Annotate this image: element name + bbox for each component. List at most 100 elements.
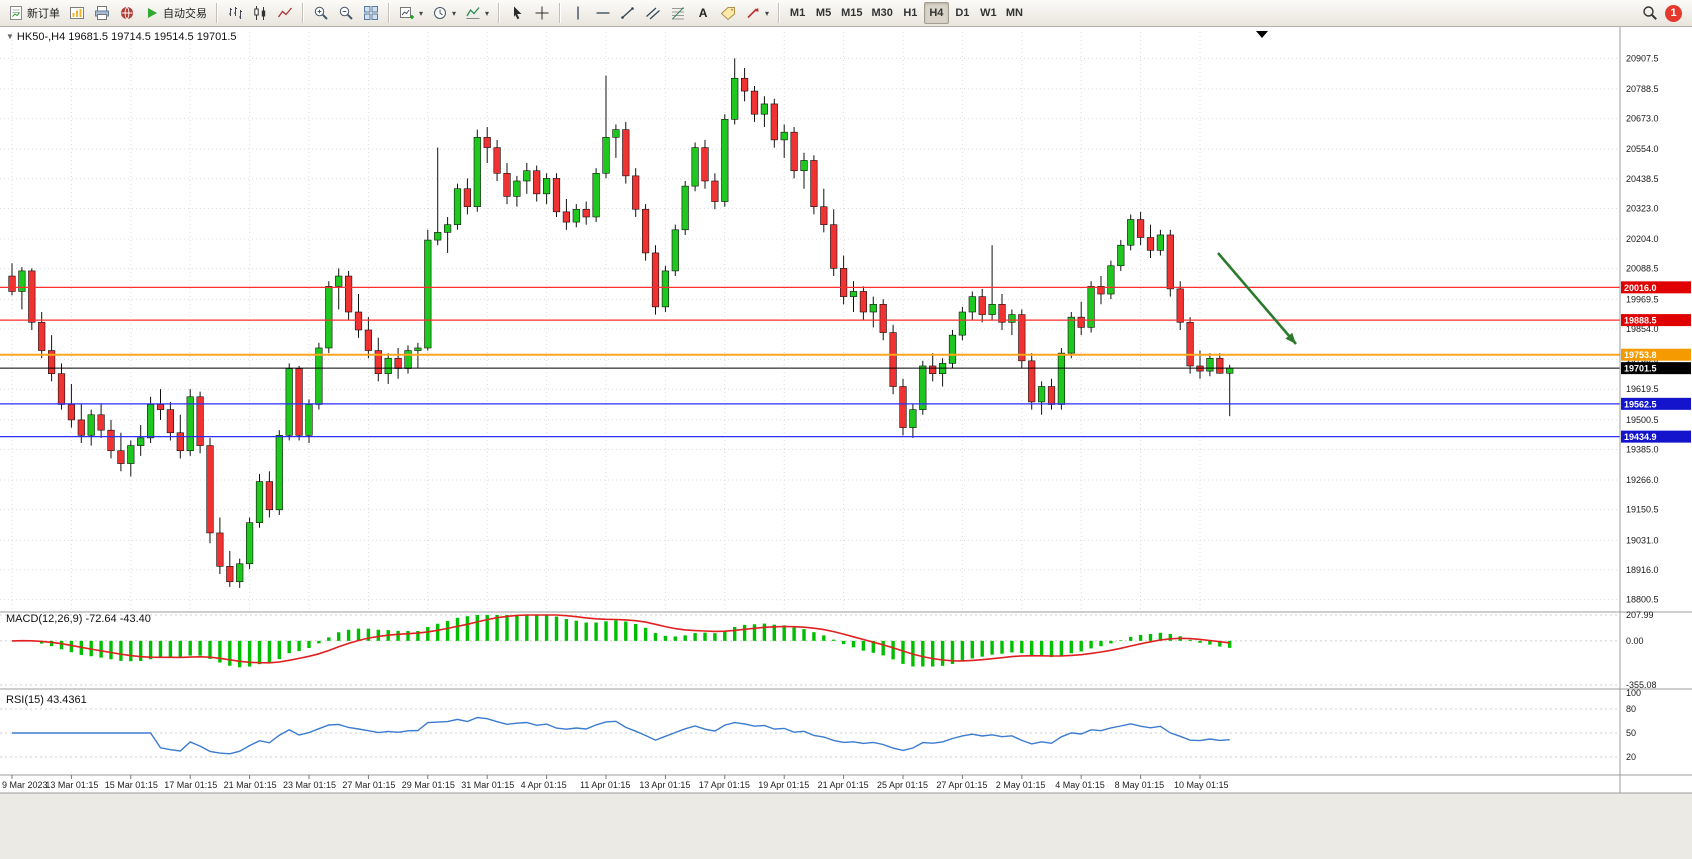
toolbar-separator	[216, 3, 218, 23]
price-tag-label: 19701.5	[1624, 364, 1657, 374]
bar-chart-type-icon	[229, 7, 242, 19]
new-chart-button[interactable]: ▾	[395, 2, 427, 24]
line-chart-type-button[interactable]	[273, 2, 297, 24]
window-bottom-area	[0, 793, 1692, 859]
macd-signal-line	[11, 614, 1230, 664]
toolbar-separator	[498, 3, 501, 23]
price-tag-19701.5	[1621, 362, 1691, 375]
tile-windows-button[interactable]	[359, 2, 383, 24]
toolbar-separator	[778, 3, 781, 23]
price-axis-label: 20788.5	[1626, 84, 1659, 94]
search-icon	[1643, 6, 1657, 20]
price-axis-label: 19619.5	[1626, 384, 1659, 394]
timeframe-m1-button[interactable]: M1	[785, 2, 810, 24]
price-axis-label: 20323.0	[1626, 203, 1659, 213]
price-tag-label: 19562.5	[1624, 399, 1657, 409]
price-axis-label: 20907.5	[1626, 53, 1659, 63]
zoom-in-icon	[314, 6, 328, 20]
time-axis-label: 19 Apr 01:15	[758, 780, 809, 790]
trendline-tool-button[interactable]	[616, 2, 640, 24]
zoom-out-icon	[339, 6, 353, 20]
time-axis-label: 13 Apr 01:15	[639, 780, 690, 790]
price-tag-label: 19888.5	[1624, 316, 1657, 326]
channel-tool-button[interactable]	[641, 2, 665, 24]
crosshair-button[interactable]	[530, 2, 554, 24]
zoom-out-button[interactable]	[334, 2, 358, 24]
bar-chart-type-button[interactable]	[223, 2, 247, 24]
new-order-button[interactable]: 新订单	[4, 2, 64, 24]
dropdown-caret-icon: ▾	[485, 8, 490, 18]
label-tool-button[interactable]	[716, 2, 740, 24]
chart-window-button[interactable]	[65, 2, 89, 24]
price-axis-label: 20554.0	[1626, 144, 1659, 154]
timeframe-m30-button[interactable]: M30	[867, 2, 896, 24]
price-axis-label: 20438.5	[1626, 174, 1659, 184]
macd-title: MACD(12,26,9) -72.64 -43.40	[6, 613, 151, 625]
macd-axis-label: 207.99	[1626, 610, 1654, 620]
toolbar-separator	[302, 3, 304, 23]
price-axis-label: 20673.0	[1626, 114, 1659, 124]
price-axis-label: 19385.0	[1626, 444, 1659, 454]
macd-axis-label: 0.00	[1626, 636, 1644, 646]
price-axis-label: 19266.0	[1626, 475, 1659, 485]
time-axis-label: 8 May 01:15	[1115, 780, 1165, 790]
price-tag-19434.9	[1621, 430, 1691, 443]
crosshair-icon	[535, 6, 549, 20]
arrows-tool-button[interactable]: ▾	[741, 2, 773, 24]
timeframe-w1-button[interactable]: W1	[976, 2, 1001, 24]
new-order-label: 新订单	[27, 8, 60, 20]
candlestick-type-button[interactable]	[248, 2, 272, 24]
cursor-button[interactable]	[505, 2, 529, 24]
timeframe-h1-button[interactable]: H1	[898, 2, 923, 24]
trendline-icon	[621, 7, 634, 19]
profiles-button[interactable]: ▾	[428, 2, 460, 24]
fibonacci-tool-button[interactable]	[666, 2, 690, 24]
annotation-arrow[interactable]	[1217, 252, 1297, 345]
time-axis-label: 17 Mar 01:15	[164, 780, 217, 790]
community-button[interactable]	[115, 2, 139, 24]
time-axis-label: 31 Mar 01:15	[461, 780, 514, 790]
chart-title: HK50-,H4 19681.5 19714.5 19514.5 19701.5	[16, 31, 237, 43]
time-axis-label: 29 Mar 01:15	[402, 780, 455, 790]
price-tag-label: 19434.9	[1624, 432, 1657, 442]
text-tool-button[interactable]: A	[691, 2, 715, 24]
price-axis[interactable]: 20907.5 20788.5 20673.0 20554.0 20438.5 20323…	[1621, 53, 1691, 605]
tile-windows-icon	[364, 6, 378, 20]
timeframe-d1-button[interactable]: D1	[950, 2, 975, 24]
timeframe-m5-button[interactable]: M5	[811, 2, 836, 24]
time-axis-label: 15 Mar 01:15	[105, 780, 158, 790]
timeframe-h4-button[interactable]: H4	[923, 2, 949, 24]
horizontal-lines[interactable]	[0, 286, 1620, 438]
time-axis-label: 4 May 01:15	[1055, 780, 1105, 790]
price-tag-19753.8	[1621, 348, 1691, 361]
print-preview-icon	[95, 6, 109, 20]
time-axis-label: 23 Mar 01:15	[283, 780, 336, 790]
time-axis-label: 27 Mar 01:15	[342, 780, 395, 790]
zoom-in-button[interactable]	[309, 2, 333, 24]
indicators-button[interactable]: ▾	[461, 2, 493, 24]
rsi-axis-label: 80	[1626, 704, 1636, 714]
dropdown-caret-icon: ▾	[452, 8, 457, 18]
search-button[interactable]	[1638, 2, 1662, 24]
symbol-caret-icon[interactable]: ▼	[6, 32, 14, 41]
chart-background	[0, 27, 1692, 859]
time-axis-label: 21 Mar 01:15	[224, 780, 277, 790]
price-axis-label: 19969.5	[1626, 294, 1659, 304]
horizontal-line-tool-button[interactable]	[591, 2, 615, 24]
timeframe-mn-button[interactable]: MN	[1002, 2, 1027, 24]
vertical-line-tool-button[interactable]	[566, 2, 590, 24]
price-axis-label: 19150.5	[1626, 505, 1659, 515]
autotrading-button[interactable]: 自动交易	[140, 2, 211, 24]
price-axis-label: 19854.0	[1626, 324, 1659, 334]
autotrading-label: 自动交易	[163, 8, 207, 20]
timeframe-m15-button[interactable]: M15	[837, 2, 866, 24]
notification-badge[interactable]: 1	[1665, 4, 1682, 22]
print-preview-button[interactable]	[90, 2, 114, 24]
toolbar-separator	[559, 3, 562, 23]
autotrading-icon	[148, 8, 157, 18]
line-chart-type-icon	[277, 7, 292, 18]
timeframe-group: M1 M5 M15 M30 H1 H4 D1 W1 MN	[785, 2, 1027, 24]
indicators-icon	[466, 7, 480, 19]
